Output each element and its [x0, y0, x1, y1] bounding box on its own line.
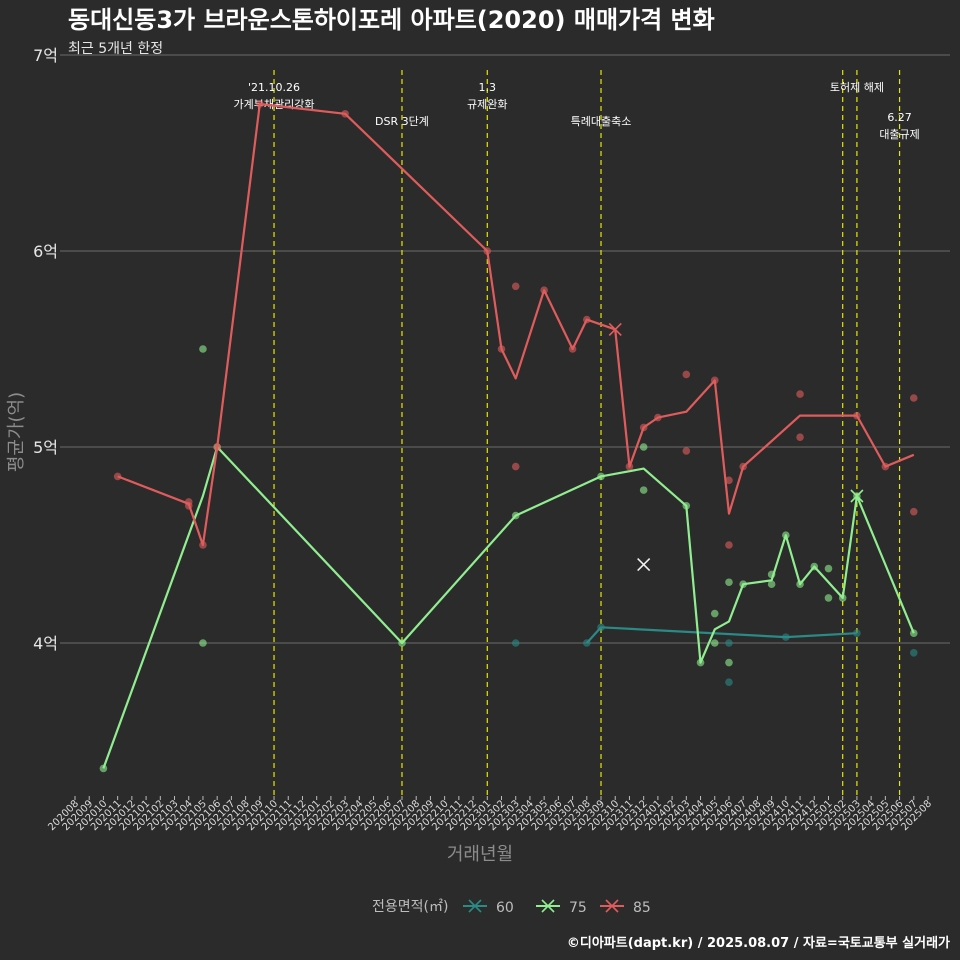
y-axis: 4억 5억 6억 7억 [33, 46, 58, 653]
cross-stroke [468, 899, 482, 913]
event-label: 특례대출축소 [571, 115, 632, 128]
data-point [113, 472, 122, 481]
grid [60, 54, 950, 644]
data-point [824, 594, 833, 602]
chart-caption: ©디아파트(dapt.kr) / 2025.08.07 / 자료=국토교통부 실… [567, 935, 950, 951]
data-point [199, 345, 207, 353]
data-point [199, 639, 207, 647]
data-point [767, 580, 776, 588]
data-point [824, 564, 833, 573]
cross-marker [608, 322, 622, 336]
y-tick-label: 4억 [33, 634, 58, 653]
cross-stroke [850, 489, 864, 503]
data-point [682, 370, 691, 379]
y-axis-label: 평균가(억) [6, 392, 27, 472]
data-point [853, 629, 861, 637]
data-point [511, 282, 520, 291]
series-line [117, 102, 915, 547]
cross-marker [468, 899, 482, 913]
cross-stroke [608, 322, 622, 336]
y-tick-label: 7억 [33, 46, 58, 65]
series-line [102, 445, 915, 769]
data-point [725, 541, 733, 549]
event-label: 규제완화 [467, 98, 507, 111]
cross-stroke [637, 558, 651, 572]
legend-label-75: 75 [569, 900, 587, 916]
event-label: 토허제 해제 [830, 80, 884, 94]
y-tick-label: 6억 [33, 242, 58, 261]
data-point [725, 578, 733, 587]
cross-stroke [541, 899, 555, 913]
data-point [796, 390, 804, 398]
data-point [710, 639, 719, 647]
chart-subtitle: 최근 5개년 한정 [68, 41, 163, 57]
data-point [639, 443, 648, 451]
data-point [909, 649, 918, 657]
data-point [725, 639, 733, 647]
data-point [725, 476, 733, 485]
data-point [909, 394, 918, 402]
series-60 [511, 623, 918, 686]
event-label: 1.3 [479, 81, 497, 94]
event-label: 대출규제 [879, 128, 919, 141]
data-point [909, 507, 918, 516]
legend: 전용면적(㎡) 60 75 85 [372, 899, 651, 916]
x-axis: 2020082020092020102020112020122021012021… [46, 796, 934, 833]
data-point [710, 609, 719, 618]
series-layer [99, 100, 918, 773]
cross-marker [850, 489, 864, 503]
chart-title: 동대신동3가 브라운스톤하이포레 아파트(2020) 매매가격 변화 [68, 6, 715, 34]
event-label: DSR 3단계 [375, 115, 429, 128]
cross-stroke [605, 899, 619, 913]
series-85 [113, 100, 918, 549]
event-label: '21.10.26 [248, 81, 300, 94]
cross-marker [541, 899, 555, 913]
data-point [511, 639, 520, 647]
legend-label-85: 85 [633, 900, 651, 916]
event-label: 6.27 [887, 111, 912, 124]
series-line [585, 626, 857, 644]
x-axis-label: 거래년월 [447, 844, 513, 865]
cross-marker [605, 899, 619, 913]
legend-title: 전용면적(㎡) [372, 899, 448, 915]
data-point [511, 462, 520, 471]
data-point [725, 678, 733, 686]
cross-marker [637, 558, 651, 572]
y-tick-label: 5억 [33, 438, 58, 457]
data-point [682, 447, 691, 455]
data-point [725, 658, 733, 667]
legend-label-60: 60 [496, 900, 514, 916]
data-point [639, 486, 648, 494]
data-point [796, 433, 804, 442]
data-point [99, 764, 108, 773]
